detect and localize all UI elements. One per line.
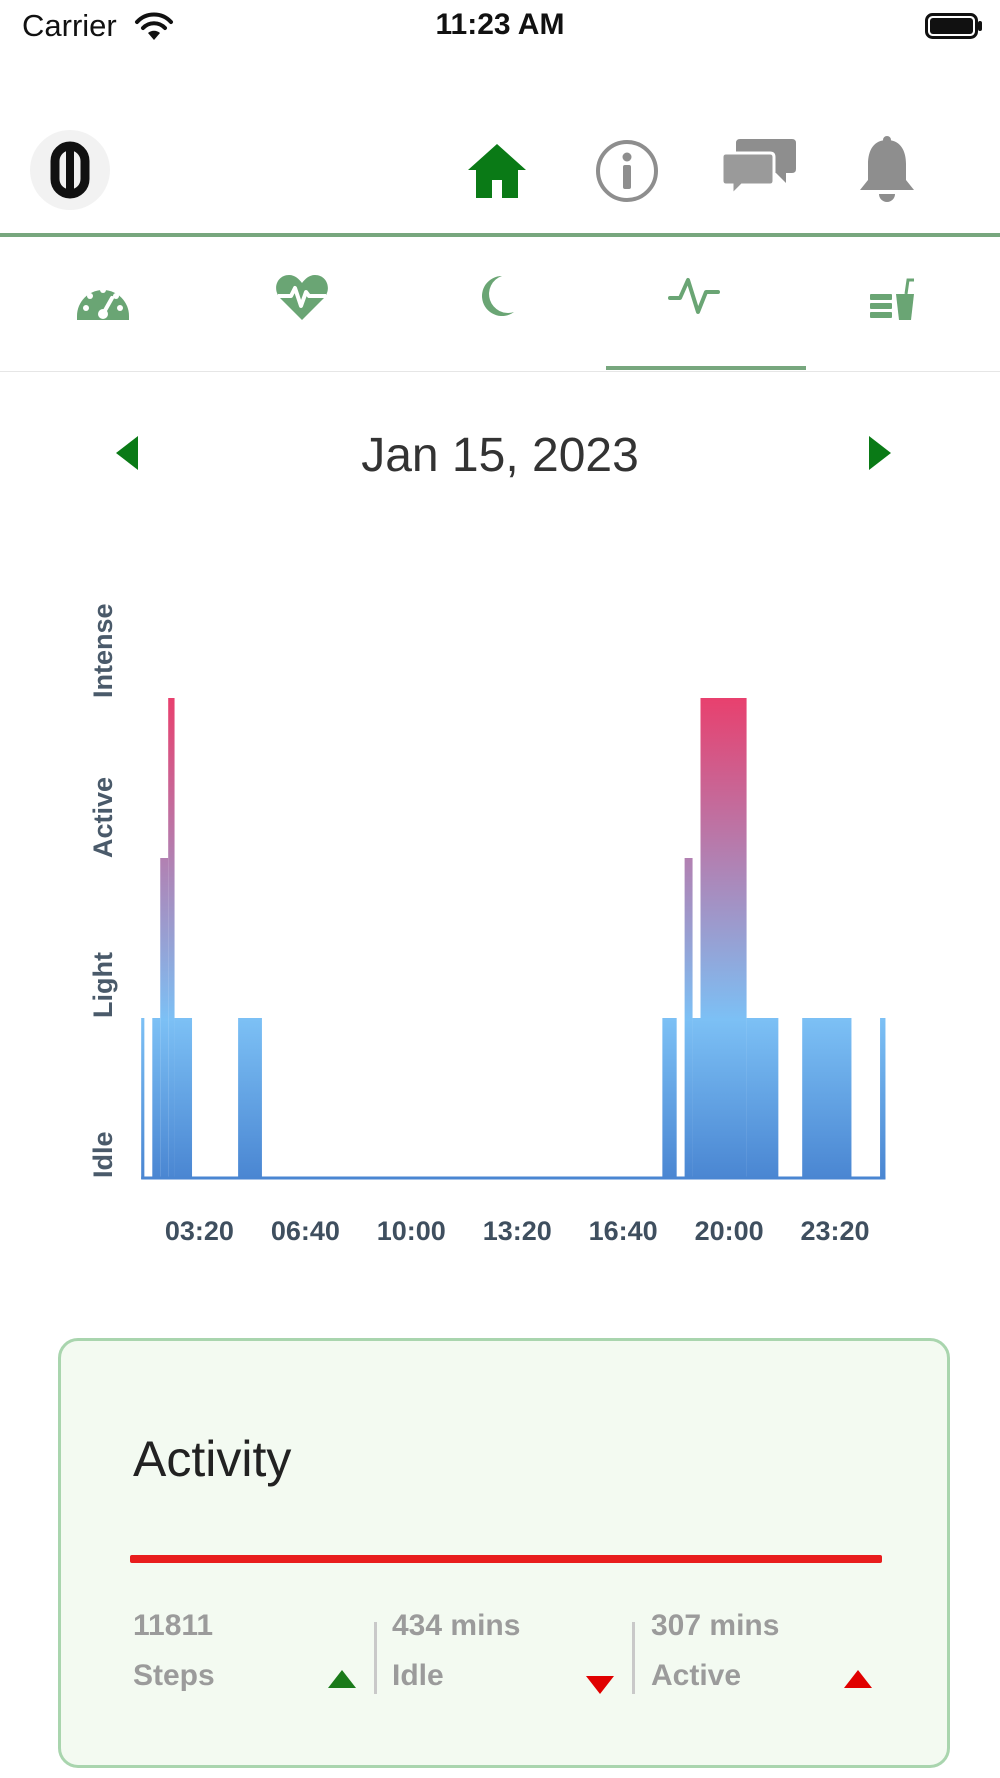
activity-bar: [238, 1018, 262, 1179]
activity-bar: [880, 1018, 886, 1179]
activity-bar: [160, 858, 169, 1179]
activity-bar: [168, 698, 175, 1179]
x-tick-label: 10:00: [377, 1216, 446, 1246]
activity-pulse-icon[interactable]: [668, 276, 720, 316]
steps-value: 11811: [133, 1609, 214, 1642]
activity-bar: [141, 1018, 145, 1179]
x-tick-label: 03:20: [165, 1216, 234, 1246]
battery-icon: [925, 13, 982, 39]
active-label: Active: [651, 1659, 742, 1692]
activity-summary-card[interactable]: [58, 1338, 950, 1768]
active-tab-indicator: [606, 366, 806, 370]
activity-progress-bar: [130, 1555, 882, 1563]
tab-bar-divider: [0, 371, 1000, 372]
activity-chart: Idle Light Active Intense 03:20 06:40 10:00 13…: [88, 603, 886, 1246]
idle-trend-down-icon: [586, 1676, 614, 1694]
steps-trend-up-icon: [328, 1670, 356, 1688]
idle-label: Idle: [392, 1659, 444, 1692]
x-tick-label: 13:20: [483, 1216, 552, 1246]
carrier-label: Carrier: [22, 8, 117, 43]
stat-divider: [632, 1622, 635, 1694]
activity-bar: [746, 1018, 779, 1179]
x-tick-label: 16:40: [589, 1216, 658, 1246]
previous-day-arrow-icon[interactable]: [108, 432, 144, 474]
y-level-label: Light: [88, 952, 118, 1018]
next-day-arrow-icon[interactable]: [863, 432, 899, 474]
home-icon[interactable]: [466, 140, 528, 202]
x-tick-label: 23:20: [800, 1216, 869, 1246]
heart-rate-icon[interactable]: [274, 272, 330, 322]
x-tick-label: 20:00: [695, 1216, 764, 1246]
bell-icon[interactable]: [856, 136, 918, 208]
date-label: Jan 15, 2023: [361, 429, 639, 482]
idle-value: 434 mins: [392, 1609, 521, 1642]
activity-bar: [152, 1018, 161, 1179]
active-value: 307 mins: [651, 1609, 780, 1642]
food-drink-icon[interactable]: [868, 278, 918, 322]
info-icon[interactable]: [594, 138, 660, 204]
header-divider: [0, 233, 1000, 237]
dashboard-gauge-icon[interactable]: [74, 276, 132, 322]
fitbit-logo-icon[interactable]: [30, 130, 110, 210]
activity-bar: [174, 1018, 193, 1179]
active-trend-up-icon: [844, 1670, 872, 1688]
chat-icon[interactable]: [720, 135, 798, 203]
stat-divider: [374, 1622, 377, 1694]
x-tick-label: 06:40: [271, 1216, 340, 1246]
activity-bar: [802, 1018, 852, 1179]
steps-label: Steps: [133, 1659, 215, 1692]
moon-sleep-icon[interactable]: [478, 274, 516, 318]
y-level-label: Intense: [88, 603, 118, 698]
activity-bar: [700, 698, 747, 1179]
status-time: 11:23 AM: [435, 8, 565, 41]
activity-bar: [684, 858, 693, 1179]
y-level-label: Active: [88, 777, 118, 858]
activity-card-title: Activity: [133, 1431, 292, 1487]
activity-bar: [692, 1018, 701, 1179]
wifi-icon: [135, 12, 173, 40]
activity-bar: [662, 1018, 677, 1179]
y-level-label: Idle: [88, 1131, 118, 1178]
